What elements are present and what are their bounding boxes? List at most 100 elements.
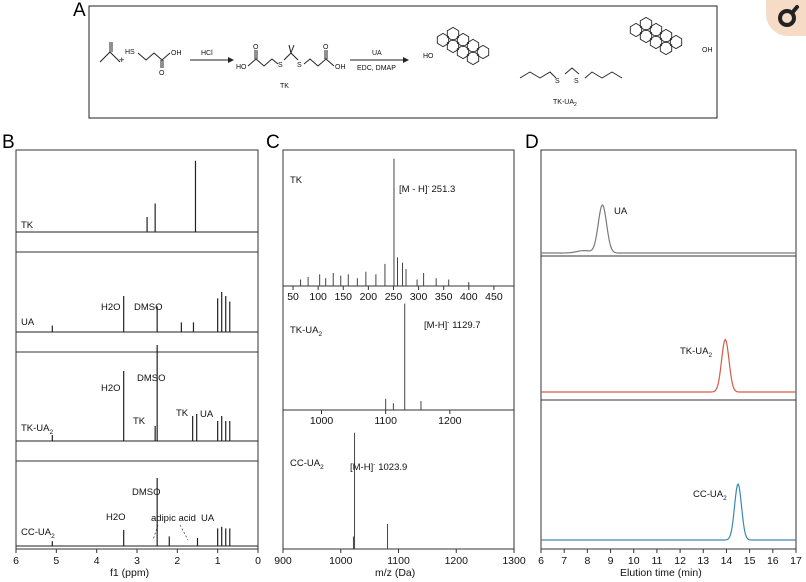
ms-frame — [282, 149, 515, 550]
left-skeleton-ring-3 — [456, 32, 470, 48]
tk-ua2-structure — [436, 16, 683, 79]
ms-panel: 50 100 150 200 250 300 350 400 450 1000 1100 1200 90… — [274, 149, 526, 579]
corner-tool-icon[interactable] — [766, 0, 806, 36]
left-skeleton-ring-1 — [446, 26, 460, 42]
tk-o-atom-2: O — [323, 44, 329, 51]
hplc-tick-label: 16 — [767, 555, 779, 567]
right-skeleton-ring-5 — [659, 28, 673, 44]
nmr-annot-tkua-tk-2: TK — [176, 408, 189, 419]
nmr-series-label-cc-ua2-sub: 2 — [51, 533, 55, 540]
ms-tick-label: 300 — [410, 291, 428, 303]
scheme-frame — [88, 5, 718, 119]
hplc-tick-label: 8 — [584, 555, 590, 567]
nmr-tick-label: 6 — [13, 555, 19, 567]
ms-series-label-cc-ua2: CC-UA2 — [290, 458, 324, 471]
nmr-annot-tkua-ua: UA — [200, 409, 214, 420]
hplc-tick-label: 9 — [608, 555, 614, 567]
ms-x-axis-title: m/z (Da) — [375, 567, 415, 579]
panel-label-b: B — [2, 132, 15, 153]
ua-reagent-label: UA — [372, 50, 382, 57]
hplc-tick-label: 6 — [538, 555, 544, 567]
plus-sign: + — [119, 55, 125, 66]
magnifier-icon — [778, 5, 799, 27]
ms-tick-label: 400 — [460, 291, 478, 303]
ms-tick-label: 100 — [309, 291, 327, 303]
left-skeleton-ring-4 — [456, 44, 470, 60]
ms-tick-label: 250 — [385, 291, 403, 303]
ms-spectra — [283, 158, 514, 550]
right-skeleton-ring-4 — [649, 34, 663, 50]
ms-tick-label: 1000 — [329, 555, 353, 567]
ms-tick-label: 50 — [287, 291, 299, 303]
panel-label-c: C — [266, 132, 280, 153]
hplc-tick-label: 7 — [561, 555, 567, 567]
ms-tick-label: 350 — [435, 291, 453, 303]
left-skeleton-ring-6 — [466, 50, 480, 66]
ms-tick-label: 1000 — [310, 415, 334, 427]
ms-annot-tk: [M - H]- 251.3 — [399, 184, 455, 195]
right-skeleton-ring-3 — [649, 22, 663, 38]
reaction-arrowhead-1 — [228, 57, 234, 63]
hplc-trace-0 — [541, 204, 796, 254]
hplc-chromatograms — [541, 204, 796, 541]
nmr-tick-label: 4 — [94, 555, 100, 567]
hplc-label-ua: UA — [614, 206, 628, 217]
ms-series-label-tk-ua2-sub: 2 — [319, 331, 323, 338]
ms-annot-tk-ua2-sup: - — [447, 320, 449, 326]
edc-dmap-label: EDC, DMAP — [357, 65, 396, 72]
nmr-series-label-tk-ua2: TK-UA2 — [21, 423, 54, 436]
acetone-structure — [99, 42, 121, 63]
hplc-trace-1 — [541, 338, 796, 393]
hplc-frame — [540, 149, 797, 550]
nmr-annot-cc-h2o: H2O — [106, 512, 126, 523]
nmr-annot-cc-dmso: DMSO — [132, 487, 161, 498]
product-label: TK-UA2 — [553, 99, 577, 108]
ms-annot-cc-ua2: [M-H]- 1023.9 — [350, 462, 407, 473]
nmr-annot-cc-adipic: adipic acid — [151, 513, 196, 524]
ms-tick-label: 1300 — [502, 555, 526, 567]
nmr-tick-label: 2 — [174, 555, 180, 567]
product-label-subscript: 2 — [574, 102, 577, 108]
hplc-panel: 6 7 8 9 10 11 12 13 14 15 16 17 UA TK-UA2 CC-UA2 El… — [538, 149, 802, 579]
ms-annot-tk-value: 251.3 — [432, 184, 456, 195]
nmr-spectra — [16, 160, 258, 547]
hplc-tick-label: 12 — [674, 555, 686, 567]
ms-tick-label: 1100 — [374, 415, 397, 427]
hplc-tick-label: 17 — [790, 555, 802, 567]
hplc-label-tk-ua2: TK-UA2 — [680, 346, 713, 359]
nmr-series-label-tk: TK — [21, 220, 34, 231]
hplc-label-tk-ua2-sub: 2 — [709, 352, 713, 359]
reaction-arrowhead-2 — [403, 57, 409, 63]
nmr-annot-ua-h2o: H2O — [101, 302, 121, 313]
hplc-label-cc-ua2-sub: 2 — [723, 495, 727, 502]
mercaptopropionic-acid-structure — [137, 52, 171, 68]
product-s-atom-2: S — [574, 78, 579, 85]
left-skeleton-ring-0 — [436, 32, 450, 48]
right-skeleton-ring-0 — [629, 22, 643, 38]
oh-atom: OH — [171, 50, 182, 57]
nmr-adipic-pointer — [152, 524, 189, 541]
nmr-tick-label: 1 — [215, 555, 221, 567]
ms-annot-tk-sup: - — [428, 184, 430, 190]
tk-ho-atom: HO — [236, 64, 247, 71]
tk-label: TK — [280, 83, 289, 90]
nmr-annot-tkua-tk-1: TK — [133, 416, 146, 427]
nmr-x-axis: 6 5 4 3 2 1 0 — [13, 549, 261, 567]
hplc-tick-label: 11 — [651, 555, 662, 567]
tk-oh-atom: OH — [335, 64, 346, 71]
tk-o-atom-1: O — [253, 44, 259, 51]
nmr-series-label-cc-ua2: CC-UA2 — [21, 527, 55, 540]
left-skeleton-ring-2 — [446, 38, 460, 54]
nmr-annot-cc-ua: UA — [201, 513, 215, 524]
product-oh-atom: OH — [702, 47, 713, 54]
ms-annot-tk-ua2-value: 1129.7 — [452, 320, 480, 331]
hplc-tick-label: 14 — [721, 555, 733, 567]
tk-s-atom-1: S — [278, 62, 283, 69]
hs-atom: HS — [125, 49, 135, 56]
nmr-tick-label: 3 — [134, 555, 140, 567]
nmr-annot-tkua-dmso: DMSO — [137, 373, 166, 384]
right-skeleton-ring-6 — [659, 40, 673, 56]
ms-annot-tk-ua2: [M-H]- 1129.7 — [424, 320, 481, 331]
tk-structure — [247, 44, 335, 67]
